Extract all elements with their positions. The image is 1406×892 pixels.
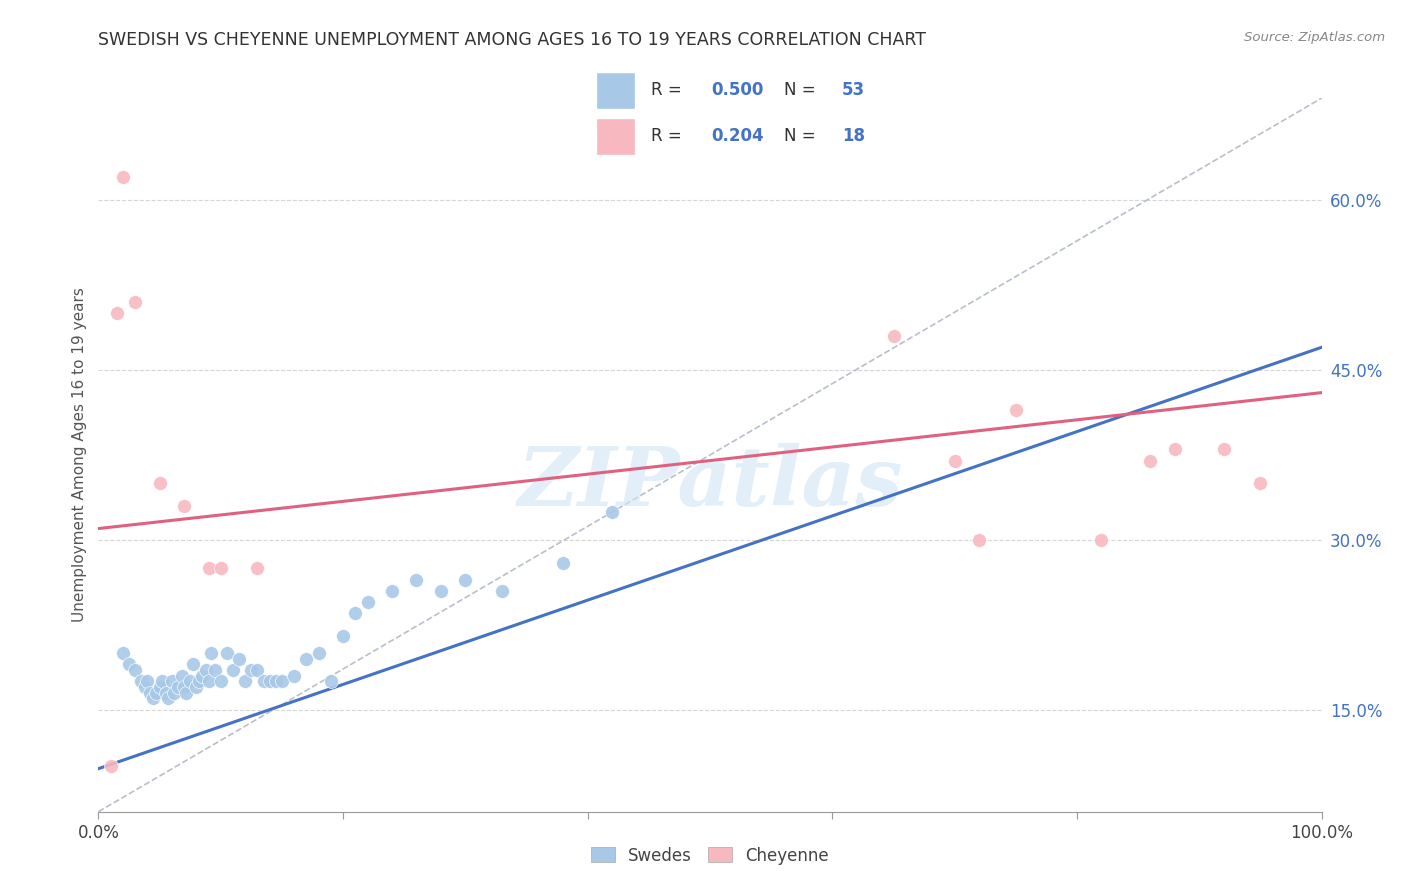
Point: [405, 573, 427, 587]
Point: [160, 674, 183, 689]
FancyBboxPatch shape: [596, 118, 636, 155]
Point: [240, 663, 263, 677]
Point: [967, 533, 990, 547]
Point: [105, 306, 128, 320]
Point: [454, 573, 477, 587]
Text: SWEDISH VS CHEYENNE UNEMPLOYMENT AMONG AGES 16 TO 19 YEARS CORRELATION CHART: SWEDISH VS CHEYENNE UNEMPLOYMENT AMONG A…: [98, 31, 927, 49]
Text: 53: 53: [842, 81, 865, 99]
Point: [204, 663, 226, 677]
Point: [197, 674, 219, 689]
Point: [149, 476, 172, 491]
Point: [1004, 402, 1026, 417]
Point: [173, 499, 195, 513]
Point: [356, 595, 378, 609]
Point: [430, 583, 453, 598]
Point: [197, 561, 219, 575]
Text: 0.500: 0.500: [711, 81, 763, 99]
Point: [176, 686, 198, 700]
Point: [142, 691, 165, 706]
Point: [179, 674, 201, 689]
Text: N =: N =: [785, 128, 821, 145]
Text: Source: ZipAtlas.com: Source: ZipAtlas.com: [1244, 31, 1385, 45]
Text: N =: N =: [785, 81, 821, 99]
Point: [173, 680, 195, 694]
Point: [200, 646, 222, 660]
Text: R =: R =: [651, 128, 688, 145]
Point: [600, 504, 623, 518]
Point: [1090, 533, 1112, 547]
Point: [381, 583, 404, 598]
Point: [252, 674, 274, 689]
Point: [150, 674, 173, 689]
Point: [319, 674, 342, 689]
Point: [187, 674, 209, 689]
Point: [259, 674, 281, 689]
Text: 18: 18: [842, 128, 865, 145]
Point: [553, 556, 575, 570]
Point: [191, 669, 214, 683]
Point: [883, 329, 905, 343]
Point: [111, 646, 134, 660]
Point: [264, 674, 287, 689]
Point: [124, 663, 146, 677]
Point: [246, 561, 269, 575]
Point: [344, 607, 367, 621]
Point: [1139, 453, 1161, 467]
Point: [1249, 476, 1271, 491]
Point: [145, 686, 167, 700]
Point: [118, 657, 141, 672]
Point: [1212, 442, 1234, 457]
Point: [149, 680, 172, 694]
Legend: Swedes, Cheyenne: Swedes, Cheyenne: [585, 840, 835, 871]
Point: [195, 663, 218, 677]
Point: [134, 680, 156, 694]
Point: [233, 674, 256, 689]
Point: [111, 170, 134, 185]
Text: R =: R =: [651, 81, 688, 99]
Point: [308, 646, 330, 660]
Point: [170, 669, 193, 683]
Text: 0.204: 0.204: [711, 128, 763, 145]
Point: [222, 663, 245, 677]
Point: [270, 674, 294, 689]
Point: [163, 686, 186, 700]
Text: ZIPatlas: ZIPatlas: [517, 443, 903, 524]
Point: [332, 629, 354, 643]
Point: [129, 674, 152, 689]
Point: [186, 680, 208, 694]
Point: [209, 561, 232, 575]
Point: [1164, 442, 1187, 457]
Point: [139, 686, 162, 700]
Point: [155, 686, 177, 700]
Point: [167, 680, 190, 694]
Point: [215, 646, 238, 660]
Y-axis label: Unemployment Among Ages 16 to 19 years: Unemployment Among Ages 16 to 19 years: [72, 287, 87, 623]
Point: [491, 583, 513, 598]
FancyBboxPatch shape: [596, 71, 636, 109]
Point: [124, 295, 146, 310]
Point: [209, 674, 232, 689]
Point: [181, 657, 204, 672]
Point: [283, 669, 305, 683]
Point: [136, 674, 159, 689]
Point: [295, 652, 318, 666]
Point: [157, 691, 180, 706]
Point: [100, 759, 122, 773]
Point: [228, 652, 250, 666]
Point: [246, 663, 269, 677]
Point: [943, 453, 966, 467]
